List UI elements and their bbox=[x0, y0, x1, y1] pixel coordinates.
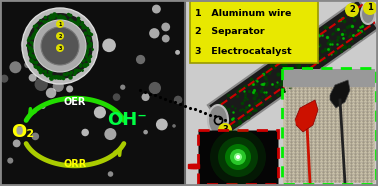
Circle shape bbox=[15, 126, 24, 135]
Circle shape bbox=[141, 93, 150, 101]
Circle shape bbox=[345, 3, 359, 17]
Polygon shape bbox=[208, 0, 378, 135]
Circle shape bbox=[41, 104, 45, 109]
Circle shape bbox=[27, 13, 93, 79]
Circle shape bbox=[21, 39, 31, 50]
Text: 1: 1 bbox=[367, 4, 373, 12]
Circle shape bbox=[41, 27, 79, 65]
Circle shape bbox=[156, 119, 168, 130]
Circle shape bbox=[230, 149, 246, 165]
Circle shape bbox=[136, 55, 145, 64]
Circle shape bbox=[172, 124, 176, 128]
Circle shape bbox=[143, 130, 148, 134]
Circle shape bbox=[24, 62, 31, 68]
Circle shape bbox=[161, 23, 170, 31]
Circle shape bbox=[94, 106, 106, 118]
Circle shape bbox=[363, 1, 377, 15]
Circle shape bbox=[56, 20, 64, 28]
Circle shape bbox=[81, 129, 89, 136]
Circle shape bbox=[9, 61, 22, 73]
Circle shape bbox=[34, 20, 86, 72]
Bar bbox=[283, 69, 375, 87]
Text: 2   Separator: 2 Separator bbox=[195, 28, 265, 36]
Circle shape bbox=[113, 93, 120, 101]
Ellipse shape bbox=[208, 105, 228, 135]
Bar bbox=[283, 69, 375, 183]
Text: 2: 2 bbox=[349, 6, 355, 15]
Circle shape bbox=[162, 35, 170, 42]
Polygon shape bbox=[295, 100, 318, 132]
Circle shape bbox=[7, 158, 13, 164]
Ellipse shape bbox=[361, 4, 375, 24]
Circle shape bbox=[34, 78, 48, 91]
Text: 1   Aluminum wire: 1 Aluminum wire bbox=[195, 9, 291, 17]
Text: 3   Electrocatalyst: 3 Electrocatalyst bbox=[195, 46, 291, 55]
Text: 3: 3 bbox=[58, 46, 62, 51]
Text: 1: 1 bbox=[58, 22, 62, 26]
Circle shape bbox=[53, 81, 64, 92]
Circle shape bbox=[29, 74, 37, 82]
Circle shape bbox=[22, 8, 98, 84]
Circle shape bbox=[218, 123, 232, 137]
Circle shape bbox=[175, 50, 180, 55]
Circle shape bbox=[108, 171, 113, 177]
Circle shape bbox=[68, 12, 74, 18]
Circle shape bbox=[66, 85, 73, 92]
Bar bbox=[198, 130, 278, 184]
Circle shape bbox=[79, 61, 89, 72]
Circle shape bbox=[149, 28, 160, 39]
Circle shape bbox=[56, 44, 64, 52]
Circle shape bbox=[31, 133, 39, 140]
Circle shape bbox=[236, 155, 240, 159]
Circle shape bbox=[120, 85, 125, 90]
Circle shape bbox=[152, 5, 161, 14]
Bar bbox=[0, 0, 185, 186]
Text: ORR: ORR bbox=[64, 159, 87, 169]
FancyBboxPatch shape bbox=[190, 1, 318, 63]
Circle shape bbox=[225, 144, 251, 170]
Polygon shape bbox=[330, 80, 350, 108]
Circle shape bbox=[56, 32, 64, 40]
Circle shape bbox=[218, 137, 258, 177]
Circle shape bbox=[13, 140, 20, 147]
Text: O₂: O₂ bbox=[11, 123, 34, 141]
Text: OH⁻: OH⁻ bbox=[107, 111, 147, 129]
Circle shape bbox=[46, 88, 56, 98]
Circle shape bbox=[210, 129, 266, 185]
Circle shape bbox=[174, 96, 182, 104]
Bar bbox=[282, 68, 376, 184]
Circle shape bbox=[102, 39, 116, 52]
Circle shape bbox=[104, 128, 116, 140]
Circle shape bbox=[0, 75, 8, 83]
Text: OER: OER bbox=[64, 97, 86, 107]
Text: 2: 2 bbox=[58, 33, 62, 39]
Text: 3: 3 bbox=[222, 126, 228, 134]
Circle shape bbox=[149, 82, 161, 94]
Circle shape bbox=[234, 153, 242, 161]
